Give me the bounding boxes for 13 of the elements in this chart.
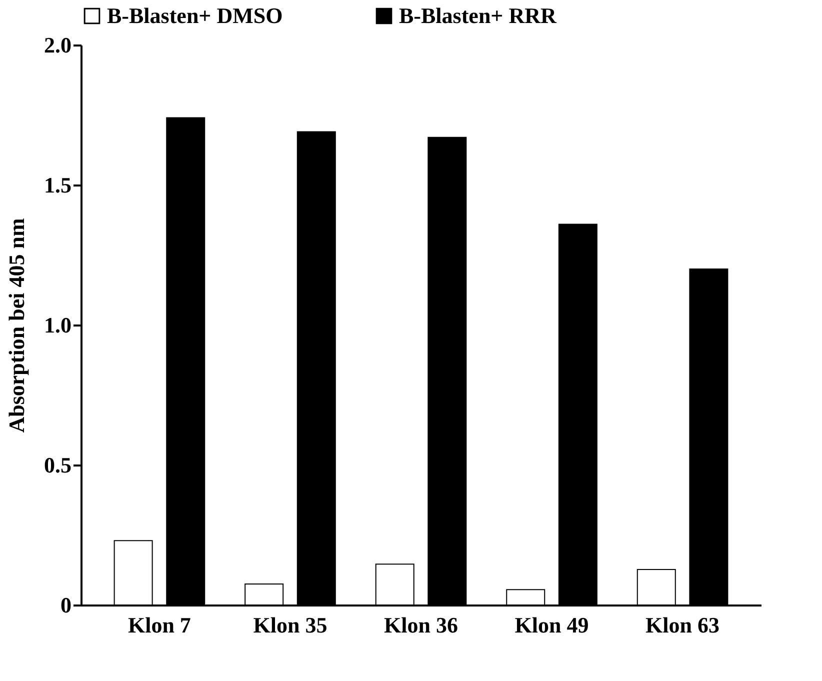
x-tick-label: Klon 63 xyxy=(646,612,720,638)
x-tick-label: Klon 49 xyxy=(514,612,589,638)
x-tick-label: Klon 36 xyxy=(384,612,458,638)
y-axis-title: Absorption bei 405 nm xyxy=(4,218,29,433)
x-tick-label: Klon 35 xyxy=(253,612,328,638)
y-tick-label: 0.5 xyxy=(44,452,72,478)
legend-label: B-Blasten+ RRR xyxy=(399,3,558,28)
x-tick-label: Klon 7 xyxy=(128,612,191,638)
y-tick-label: 0 xyxy=(60,592,72,618)
y-tick-label: 2.0 xyxy=(44,32,72,58)
y-tick-label: 1.0 xyxy=(44,312,72,338)
legend-label: B-Blasten+ DMSO xyxy=(107,3,283,28)
y-tick-label: 1.5 xyxy=(44,172,72,198)
